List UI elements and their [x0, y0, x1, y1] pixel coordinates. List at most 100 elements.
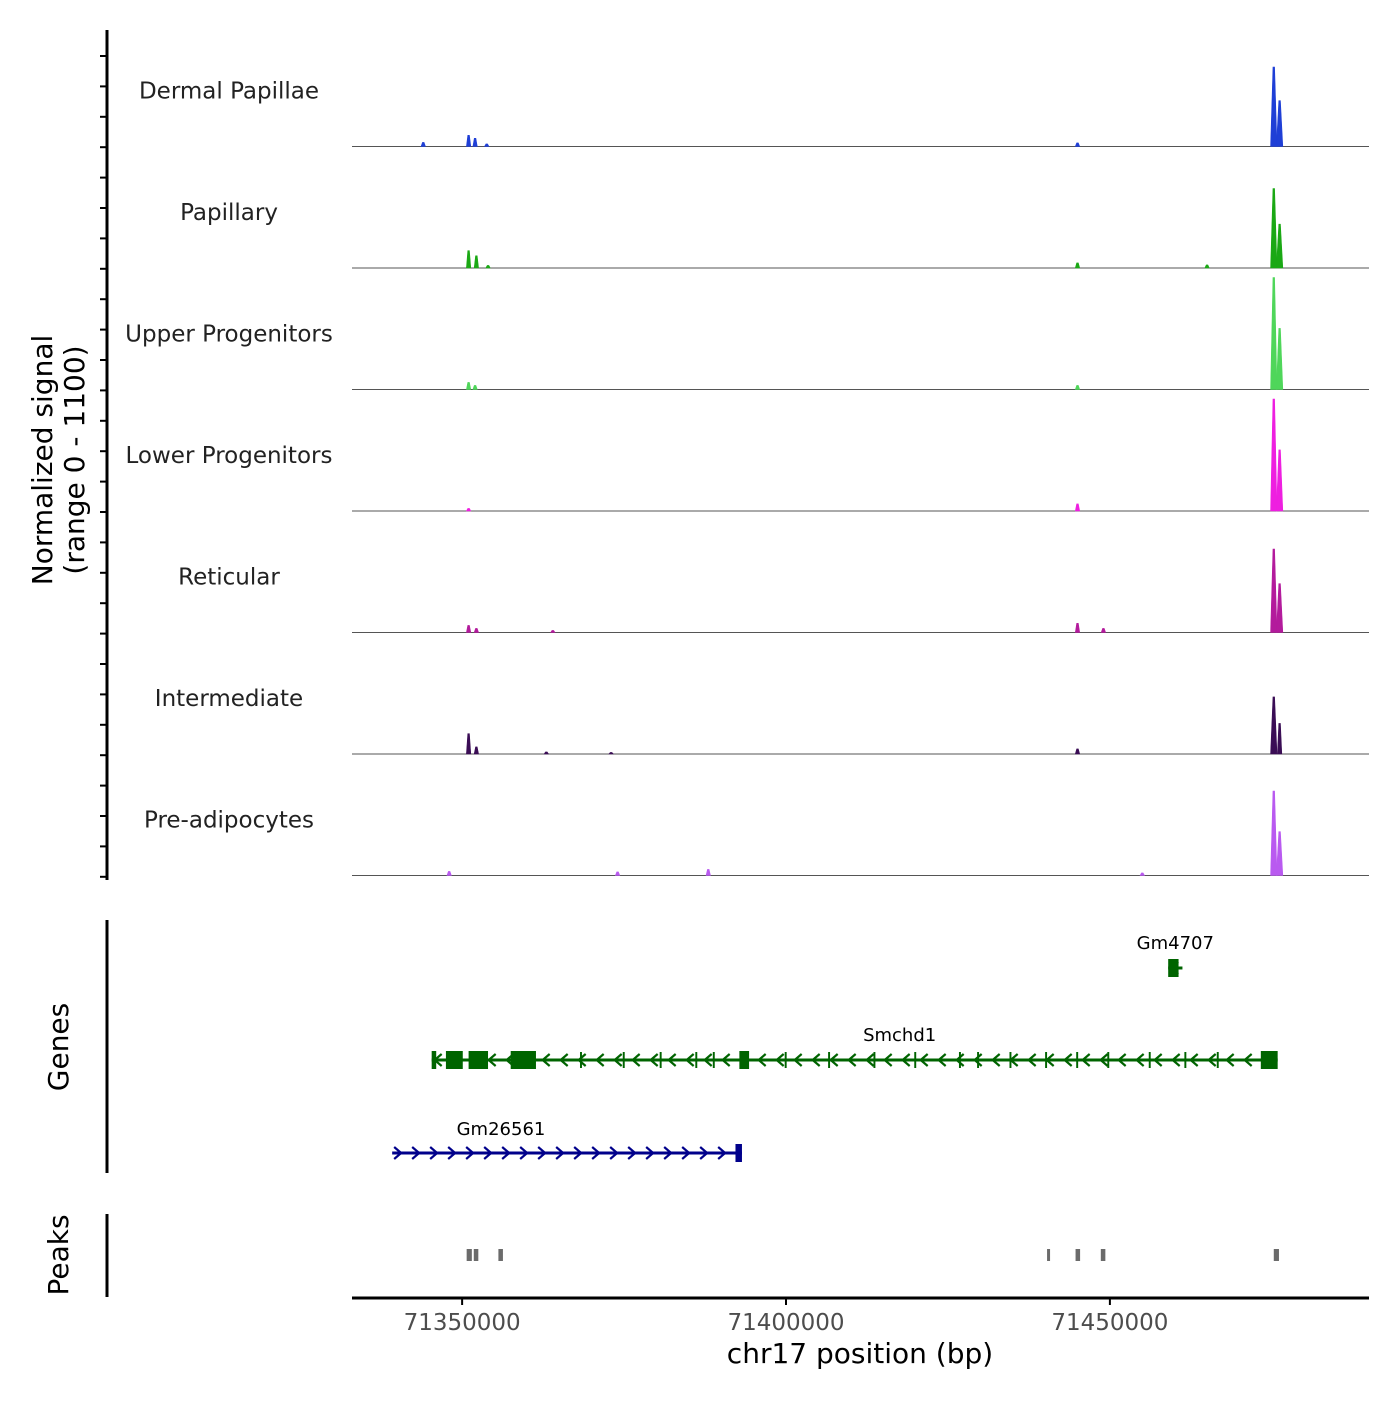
signal-peak — [1270, 188, 1278, 269]
track-label: Pre-adipocytes — [144, 808, 314, 834]
strand-arrow — [900, 1053, 911, 1067]
genes-axis-title: Genes — [42, 1003, 75, 1091]
track-papillary: Papillary — [180, 188, 1369, 269]
signal-peak — [1074, 748, 1081, 755]
strand-arrow — [627, 1146, 637, 1160]
strand-arrow — [864, 1053, 875, 1067]
strand-arrow — [591, 1146, 601, 1160]
gene-track: Gm4707 Smchd1 Gm26561 — [392, 933, 1278, 1162]
strand-arrow — [1098, 1053, 1109, 1067]
strand-arrow — [1170, 1053, 1181, 1067]
signal-peak — [466, 250, 472, 269]
peak-region — [498, 1249, 503, 1261]
strand-arrow — [573, 1146, 583, 1160]
x-tick-label: 71350000 — [404, 1310, 521, 1336]
signal-peak — [465, 508, 472, 512]
signal-peak — [473, 628, 479, 633]
signal-peak — [543, 751, 550, 755]
strand-arrow — [558, 1053, 569, 1067]
signal-peak — [466, 625, 472, 633]
gene-exon — [739, 1051, 750, 1069]
gene-exon — [977, 1052, 980, 1068]
strand-arrow — [702, 1053, 713, 1067]
strand-arrow — [1242, 1053, 1253, 1067]
strand-arrow — [1152, 1053, 1163, 1067]
strand-arrow — [918, 1053, 929, 1067]
gene-exon — [1148, 1052, 1151, 1068]
signal-peak — [1270, 66, 1278, 147]
strand-arrow — [774, 1053, 785, 1067]
peaks-axis-title: Peaks — [42, 1214, 75, 1295]
x-tick-label: 71450000 — [1051, 1310, 1168, 1336]
strand-arrow — [540, 1053, 551, 1067]
strand-arrow — [645, 1146, 655, 1160]
peak-region — [1047, 1249, 1051, 1261]
gene-exon — [914, 1052, 917, 1068]
strand-arrow — [537, 1146, 547, 1160]
track-label: Lower Progenitors — [126, 443, 333, 469]
track-reticular: Reticular — [178, 548, 1369, 633]
gene-exon — [580, 1052, 582, 1068]
track-upper-progenitors: Upper Progenitors — [125, 277, 1369, 390]
signal-peak — [1074, 385, 1081, 390]
strand-arrow — [594, 1053, 605, 1067]
strand-arrow — [555, 1146, 565, 1160]
gene-label: Gm26561 — [457, 1119, 546, 1140]
gene-gm4707: Gm4707 — [1137, 933, 1214, 977]
strand-arrow — [756, 1053, 767, 1067]
signal-peak — [1276, 583, 1284, 633]
signal-peak — [1074, 142, 1081, 147]
strand-arrow — [1080, 1053, 1091, 1067]
signal-peak — [1276, 328, 1284, 390]
strand-arrow — [411, 1146, 421, 1160]
gene-exon — [784, 1052, 787, 1068]
strand-arrow — [717, 1146, 727, 1160]
signal-peak — [1277, 723, 1283, 755]
strand-arrow — [1188, 1053, 1199, 1067]
signal-peak — [1276, 449, 1284, 512]
strand-arrow — [954, 1053, 965, 1067]
gene-exon — [873, 1052, 876, 1068]
strand-arrow — [519, 1146, 529, 1160]
strand-arrow — [447, 1146, 457, 1160]
strand-arrow — [612, 1053, 623, 1067]
signal-peak — [614, 871, 621, 876]
signal-peak — [473, 746, 479, 755]
gene-gm26561: Gm26561 — [392, 1119, 742, 1162]
strand-arrow — [648, 1053, 659, 1067]
track-lower-progenitors: Lower Progenitors — [126, 398, 1369, 512]
gene-exon — [1045, 1052, 1048, 1068]
strand-arrow — [828, 1053, 839, 1067]
strand-arrow — [684, 1053, 695, 1067]
gene-exon — [712, 1052, 715, 1068]
track-label: Reticular — [178, 565, 280, 591]
signal-peak — [550, 630, 556, 633]
gene-exon — [622, 1052, 625, 1068]
gene-exon — [958, 1052, 961, 1068]
gene-exon — [1184, 1052, 1187, 1068]
strand-arrow — [666, 1053, 677, 1067]
strand-arrow — [1026, 1053, 1037, 1067]
gene-exon — [1076, 1052, 1079, 1068]
strand-arrow — [465, 1146, 475, 1160]
peak-region — [1273, 1249, 1279, 1261]
signal-peak — [466, 382, 472, 390]
gene-exon — [659, 1052, 662, 1068]
strand-arrow — [1206, 1053, 1217, 1067]
gene-exon — [1260, 1051, 1278, 1069]
peak-region — [1075, 1249, 1081, 1261]
strand-arrow — [1134, 1053, 1145, 1067]
track-label: Papillary — [180, 200, 278, 226]
signal-peak — [1276, 223, 1284, 269]
signal-peak — [1270, 548, 1278, 633]
gene-exon — [468, 1051, 489, 1069]
signal-peak — [608, 752, 614, 755]
strand-arrow — [936, 1053, 947, 1067]
track-label: Intermediate — [155, 686, 303, 712]
gene-exon — [431, 1051, 437, 1069]
x-tick-label: 71400000 — [727, 1310, 844, 1336]
signal-peak — [1074, 623, 1081, 633]
gene-exon — [1009, 1052, 1012, 1068]
gene-exon — [445, 1051, 463, 1069]
